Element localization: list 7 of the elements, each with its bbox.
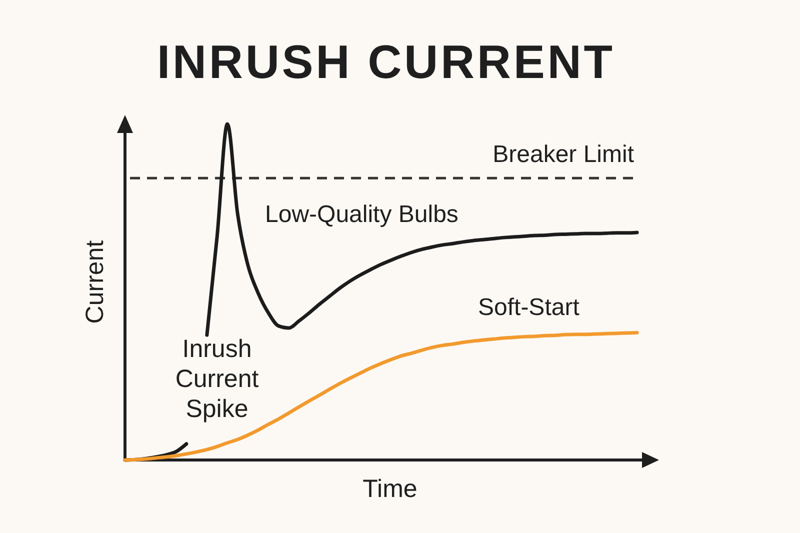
y-axis-title: Current [81, 240, 109, 324]
series-label: Low-Quality Bulbs [265, 201, 458, 228]
x-axis-title: Time [362, 475, 418, 503]
ref-line-label: Breaker Limit [492, 141, 634, 168]
annotation: Inrush Current Spike [175, 335, 259, 423]
chart-title: INRUSH CURRENT [157, 35, 615, 88]
series-label: Soft-Start [478, 294, 580, 321]
